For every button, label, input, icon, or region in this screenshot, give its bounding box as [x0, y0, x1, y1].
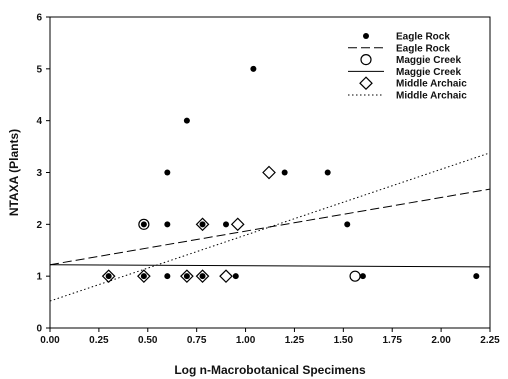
y-tick-label: 3 — [36, 168, 42, 179]
data-point-eagle-rock — [164, 169, 171, 176]
y-tick-label: 6 — [36, 13, 42, 24]
legend-label: Eagle Rock — [396, 43, 450, 54]
data-point-eagle-rock — [199, 273, 206, 280]
data-point-middle-archaic — [262, 165, 276, 180]
data-point-eagle-rock — [359, 273, 366, 280]
data-point-middle-archaic — [219, 269, 233, 284]
x-tick-label: 0.25 — [89, 335, 109, 346]
data-point-eagle-rock — [164, 273, 171, 280]
y-tick-label: 1 — [36, 272, 42, 283]
data-point-eagle-rock — [344, 221, 351, 228]
data-point-eagle-rock — [164, 221, 171, 228]
legend-label: Maggie Creek — [396, 67, 461, 78]
x-tick-label: 1.75 — [382, 335, 402, 346]
legend-symbol-middle-archaic — [359, 76, 373, 91]
data-point-eagle-rock — [281, 169, 288, 176]
y-tick-label: 2 — [36, 220, 42, 231]
x-tick-label: 1.00 — [236, 335, 256, 346]
trend-line-maggie-creek — [50, 264, 490, 268]
data-point-eagle-rock — [183, 117, 190, 124]
x-axis: 0.00 0.25 0.50 0.75 1.00 1.25 1.50 1.75 2.00 2.25 — [40, 328, 500, 346]
data-point-eagle-rock — [199, 221, 206, 228]
y-tick-label: 0 — [36, 324, 42, 335]
data-point-maggie-creek — [349, 270, 361, 282]
legend-symbol-eagle-rock — [363, 33, 369, 39]
data-points — [101, 65, 480, 284]
y-axis-title: NTAXA (Plants) — [7, 129, 21, 216]
x-tick-label: 0.00 — [40, 335, 60, 346]
legend-label: Eagle Rock — [396, 32, 450, 43]
data-point-eagle-rock — [250, 65, 257, 72]
y-tick-label: 4 — [36, 116, 42, 127]
data-point-eagle-rock — [324, 169, 331, 176]
legend-label: Middle Archaic — [396, 91, 467, 102]
data-point-eagle-rock — [223, 221, 229, 228]
trend-lines — [50, 152, 490, 302]
x-tick-label: 2.00 — [431, 335, 451, 346]
legend-label: Middle Archaic — [396, 79, 467, 90]
x-axis-title: Log n-Macrobotanical Specimens — [174, 363, 366, 377]
legend-symbol-maggie-creek — [360, 53, 372, 66]
x-tick-label: 0.75 — [187, 335, 207, 346]
data-point-eagle-rock — [183, 273, 190, 280]
y-tick-label: 5 — [36, 64, 42, 75]
data-point-eagle-rock — [140, 221, 147, 228]
data-point-middle-archaic — [230, 217, 245, 232]
trend-line-middle-archaic — [50, 152, 490, 302]
data-point-eagle-rock — [105, 273, 112, 280]
x-tick-label: 1.25 — [285, 335, 305, 346]
legend-label: Maggie Creek — [396, 55, 461, 66]
data-point-eagle-rock — [140, 273, 147, 280]
x-tick-label: 0.50 — [138, 335, 158, 346]
data-point-eagle-rock — [473, 273, 480, 280]
y-axis: 0 1 2 3 4 5 6 — [36, 13, 50, 335]
data-point-eagle-rock — [232, 273, 239, 280]
x-tick-label: 2.25 — [480, 335, 500, 346]
x-tick-label: 1.50 — [334, 335, 354, 346]
